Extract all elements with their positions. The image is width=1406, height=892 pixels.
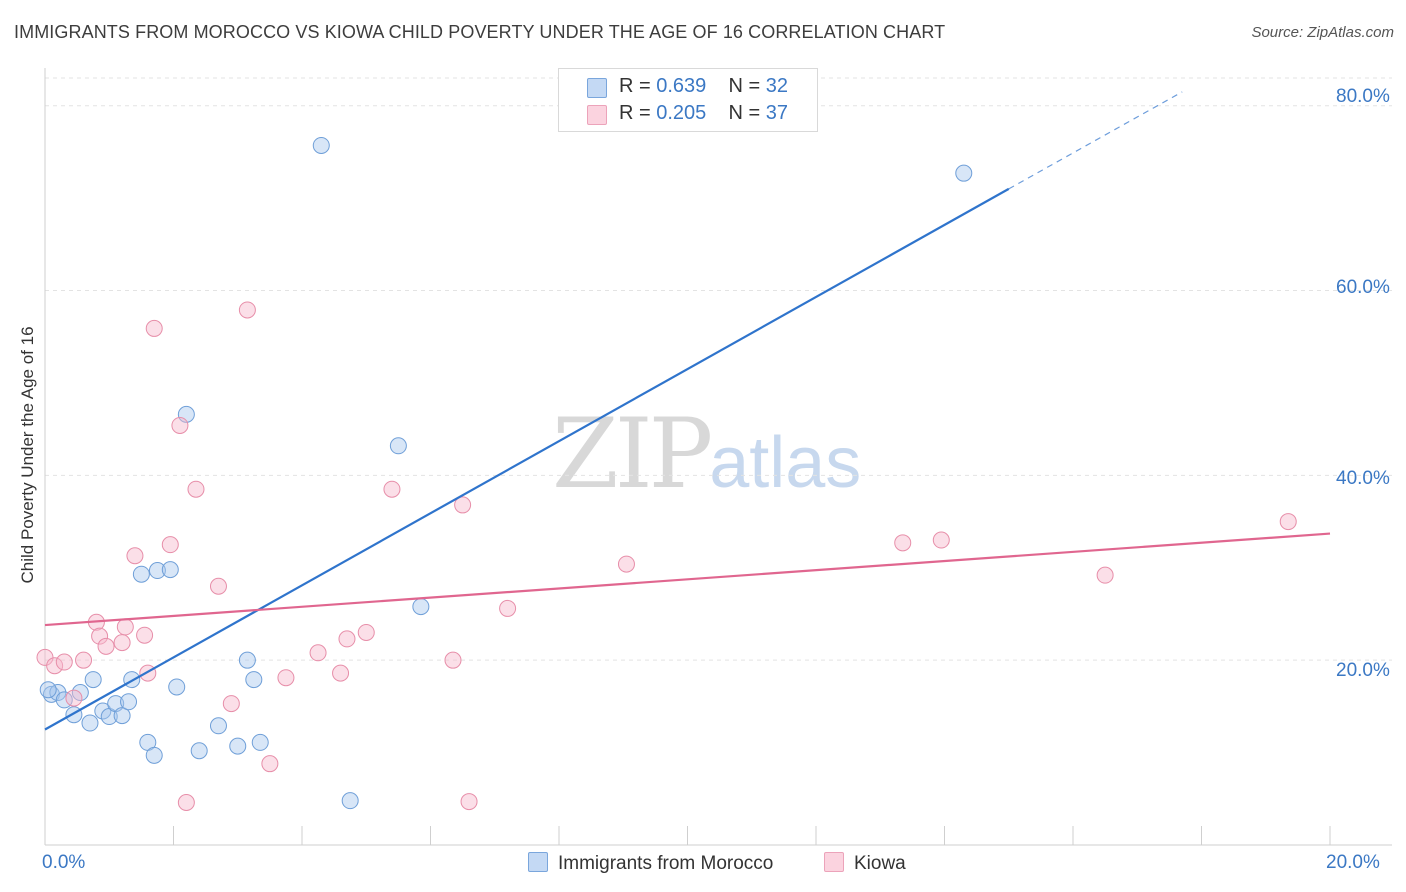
kiowa-point xyxy=(357,623,375,641)
kiowa-point xyxy=(187,480,205,498)
kiowa-point xyxy=(222,695,240,713)
morocco-point xyxy=(161,561,179,579)
legend-r-label: R = xyxy=(619,102,657,124)
kiowa-point xyxy=(177,793,195,811)
kiowa-point xyxy=(65,689,83,707)
morocco-point xyxy=(120,693,138,711)
morocco-point xyxy=(145,746,163,764)
bottom-legend-morocco: Immigrants from Morocco xyxy=(528,852,773,875)
morocco-point xyxy=(341,792,359,810)
legend-r-value: 0.639 xyxy=(656,75,707,97)
kiowa-point xyxy=(460,793,478,811)
morocco-point xyxy=(312,136,330,154)
y-tick-label-60: 60.0% xyxy=(1336,277,1390,298)
legend-n-value: 37 xyxy=(765,102,789,124)
kiowa-point xyxy=(277,669,295,687)
kiowa-point xyxy=(97,637,115,655)
morocco-trendline xyxy=(44,187,1010,731)
morocco-point xyxy=(238,651,256,669)
bottom-legend-swatch-kiowa xyxy=(824,852,844,872)
kiowa-point xyxy=(116,618,134,636)
source-label: Source: ZipAtlas.com xyxy=(1251,24,1394,41)
kiowa-point xyxy=(444,651,462,669)
x-tick-label-min: 0.0% xyxy=(42,852,86,873)
zipatlas-watermark: ZIPatlas xyxy=(552,398,861,510)
legend-swatch-morocco xyxy=(587,78,607,98)
kiowa-point xyxy=(499,599,517,617)
legend-n-label: N = xyxy=(728,75,766,97)
morocco-trendline-extension xyxy=(1008,91,1183,190)
correlation-legend: R = 0.639 N = 32 R = 0.205 N = 37 xyxy=(558,68,818,132)
kiowa-point xyxy=(91,627,109,645)
legend-n-label: N = xyxy=(728,102,766,124)
morocco-point xyxy=(132,565,150,583)
morocco-point xyxy=(209,717,227,735)
morocco-point xyxy=(190,742,208,760)
y-tick-label-40: 40.0% xyxy=(1336,468,1390,489)
kiowa-point xyxy=(75,651,93,669)
y-axis-label: Child Poverty Under the Age of 16 xyxy=(18,326,37,584)
kiowa-point xyxy=(171,416,189,434)
kiowa-point xyxy=(617,555,635,573)
kiowa-point xyxy=(136,626,154,644)
bottom-legend-label-kiowa: Kiowa xyxy=(854,853,906,874)
kiowa-point xyxy=(1096,566,1114,584)
legend-r-value: 0.205 xyxy=(656,102,707,124)
kiowa-point xyxy=(261,755,279,773)
kiowa-point xyxy=(145,319,163,337)
kiowa-point xyxy=(332,664,350,682)
morocco-point xyxy=(168,678,186,696)
kiowa-point xyxy=(894,534,912,552)
legend-swatch-kiowa xyxy=(587,105,607,125)
bottom-legend-kiowa: Kiowa xyxy=(824,852,906,875)
morocco-point xyxy=(955,164,973,182)
watermark-atlas: atlas xyxy=(709,423,862,503)
morocco-point xyxy=(81,714,99,732)
bottom-legend-label-morocco: Immigrants from Morocco xyxy=(558,853,774,874)
y-tick-label-20: 20.0% xyxy=(1336,660,1390,681)
morocco-point xyxy=(245,671,263,689)
morocco-point xyxy=(42,685,60,703)
y-tick-label-80: 80.0% xyxy=(1336,86,1390,107)
morocco-point xyxy=(229,737,247,755)
kiowa-point xyxy=(209,577,227,595)
kiowa-point xyxy=(309,644,327,662)
x-tick-label-max: 20.0% xyxy=(1326,852,1380,873)
kiowa-point xyxy=(161,536,179,554)
legend-n-value: 32 xyxy=(765,75,789,97)
kiowa-point xyxy=(338,630,356,648)
morocco-point xyxy=(177,405,195,423)
kiowa-point xyxy=(932,531,950,549)
bottom-legend-swatch-morocco xyxy=(528,852,548,872)
morocco-point xyxy=(251,733,269,751)
morocco-point xyxy=(412,598,430,616)
chart-title: IMMIGRANTS FROM MOROCCO VS KIOWA CHILD P… xyxy=(14,22,946,42)
kiowa-point xyxy=(113,634,131,652)
morocco-point xyxy=(389,437,407,455)
kiowa-point xyxy=(454,496,472,514)
kiowa-point xyxy=(126,547,144,565)
kiowa-point xyxy=(1279,513,1297,531)
kiowa-point xyxy=(383,480,401,498)
kiowa-point xyxy=(46,657,64,675)
morocco-point xyxy=(113,707,131,725)
watermark-zip: ZIP xyxy=(552,398,713,510)
kiowa-point xyxy=(55,653,73,671)
kiowa-point xyxy=(238,301,256,319)
morocco-point xyxy=(84,671,102,689)
morocco-point xyxy=(39,681,57,699)
kiowa-trendline xyxy=(44,532,1331,627)
legend-r-label: R = xyxy=(619,75,657,97)
morocco-point xyxy=(148,562,166,580)
